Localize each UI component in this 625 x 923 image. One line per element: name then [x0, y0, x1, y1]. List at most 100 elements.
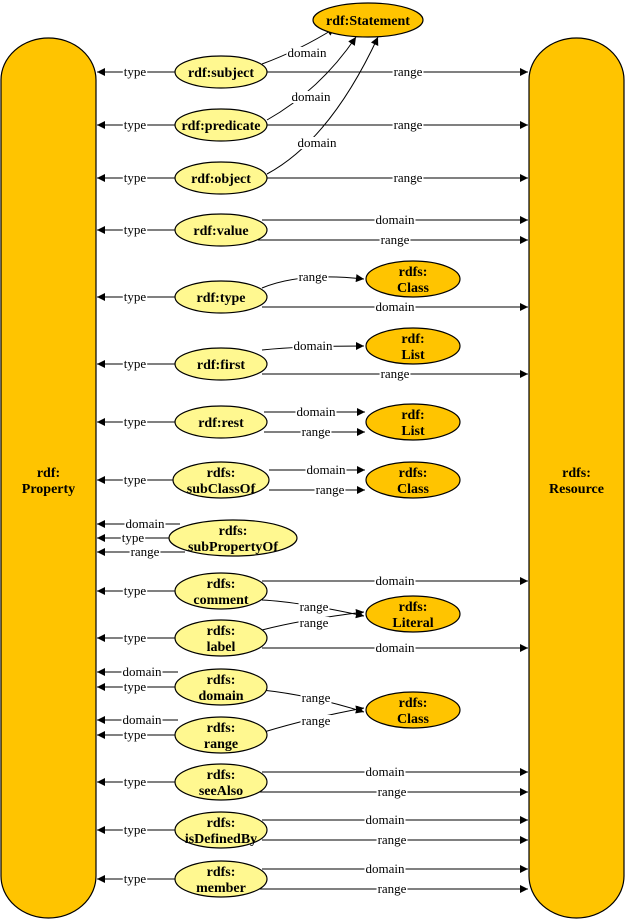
property-node-subject-text: rdf:subject [188, 66, 254, 81]
edge-label-value-domain-text: domain [376, 212, 415, 227]
property-node-subPropertyOf-text: rdfs: [219, 524, 248, 539]
edge-label-member-domain-text: domain [366, 861, 405, 876]
edge-label-range-range-text: range [302, 713, 331, 728]
property-node-predicate: rdf:predicate [174, 108, 268, 142]
property-node-first-shape [174, 347, 268, 381]
edge-label-comment-type: type [122, 583, 148, 598]
edge-label-member-range-text: range [378, 881, 407, 896]
edge-label-subject-type: type [122, 64, 148, 79]
class-node-literal-shape [365, 595, 461, 633]
property-node-object-shape [174, 161, 268, 195]
class-node-class3-shape [365, 691, 461, 729]
edge-label-domain-range-bg [300, 692, 332, 704]
edge-label-member-domain-bg [364, 863, 406, 875]
edge-label-comment-domain-text: domain [376, 573, 415, 588]
edge-label-member-range-bg [376, 883, 408, 895]
edge-label-subPropertyOf-range-text: range [131, 544, 160, 559]
resource-node-shape [528, 37, 625, 919]
property-node-text: Property [22, 482, 75, 497]
property-node-range: rdfs:range [174, 716, 268, 754]
property-node-value-shape [174, 213, 268, 247]
class-node-statement-shape [312, 2, 424, 38]
property-node-type-text: rdf:type [197, 291, 246, 306]
class-node-class3: rdfs:Class [365, 691, 461, 729]
edge-label-object-range-text: range [394, 170, 423, 185]
property-node-range-text: range [204, 737, 238, 752]
property-node-subClassOf-text: subClassOf [187, 482, 256, 497]
edge-label-subClassOf-range: range [314, 482, 346, 497]
property-node-subClassOf-text: rdfs: [207, 466, 236, 481]
edge-label-domain-domain-bg [121, 666, 163, 678]
edge-label-isDefinedBy-type-bg [122, 824, 148, 836]
edge-label-subject-type-text: type [124, 64, 147, 79]
edge-label-isDefinedBy-type-text: type [124, 822, 147, 837]
property-node-label-text: rdfs: [207, 624, 236, 639]
property-node-isDefinedBy-text: isDefinedBy [185, 832, 257, 847]
edge-label-subject-range: range [392, 64, 424, 79]
class-node-class2-shape [365, 461, 461, 499]
edge-label-member-type-bg [122, 873, 148, 885]
edge-label-predicate-range-text: range [394, 117, 423, 132]
property-node-value: rdf:value [174, 213, 268, 247]
edge-label-label-domain-text: domain [376, 640, 415, 655]
edge-label-value-type-bg [122, 224, 148, 236]
edge-label-subClassOf-domain: domain [305, 462, 347, 477]
edge-label-isDefinedBy-domain-bg [364, 814, 406, 826]
class-node-class1-shape [365, 260, 461, 298]
property-node-subject-shape [174, 55, 268, 89]
edge-label-subPropertyOf-range-bg [129, 546, 161, 558]
edge-label-first-type: type [122, 356, 148, 371]
property-node: rdf:Property [0, 37, 97, 919]
property-node-type-shape [174, 280, 268, 314]
edge-label-seeAlso-range-text: range [378, 784, 407, 799]
edge-label-object-type-bg [122, 172, 148, 184]
class-node-list1-text: rdf: [401, 332, 424, 347]
edge-label-domain-range: range [300, 690, 332, 705]
edge-label-subClassOf-domain-bg [305, 464, 347, 476]
property-node-isDefinedBy-shape [174, 811, 268, 849]
edge-label-seeAlso-type-bg [122, 776, 148, 788]
edge-label-rest-range: range [300, 424, 332, 439]
edge-label-domain-domain-text: domain [123, 664, 162, 679]
property-node-shape [0, 37, 97, 919]
edge-label-subClassOf-domain-text: domain [307, 462, 346, 477]
edge-label-seeAlso-range-bg [376, 786, 408, 798]
property-node-range-shape [174, 716, 268, 754]
property-node-domain-text: domain [198, 689, 243, 704]
edge-label-type-type-bg [122, 291, 148, 303]
edge-label-range-type-text: type [124, 727, 147, 742]
edge-label-range-domain-text: domain [123, 712, 162, 727]
property-node-domain-shape [174, 668, 268, 706]
edge-label-value-domain: domain [374, 212, 416, 227]
property-node-subPropertyOf-shape [168, 519, 298, 557]
edge-label-first-domain: domain [292, 338, 334, 353]
edge-label-isDefinedBy-domain: domain [364, 812, 406, 827]
edge-label-first-range-bg [379, 368, 411, 380]
edge-label-range-type-bg [122, 729, 148, 741]
property-node-comment: rdfs:comment [174, 572, 268, 610]
edge-label-subPropertyOf-domain: domain [124, 516, 166, 531]
edge-label-member-domain: domain [364, 861, 406, 876]
property-node-member: rdfs:member [174, 860, 268, 898]
edge-label-predicate-type: type [122, 117, 148, 132]
class-node-statement-text: rdf:Statement [326, 14, 410, 29]
class-node-class1: rdfs:Class [365, 260, 461, 298]
edge-label-rest-range-bg [300, 426, 332, 438]
edge-label-object-range: range [392, 170, 424, 185]
property-node-domain: rdfs:domain [174, 668, 268, 706]
resource-node: rdfs:Resource [528, 37, 625, 919]
edge-label-subPropertyOf-type-bg [120, 532, 146, 544]
edge-label-label-type-text: type [124, 630, 147, 645]
class-node-list1-shape [365, 327, 461, 365]
property-node-member-text: rdfs: [207, 865, 236, 880]
property-node-object: rdf:object [174, 161, 268, 195]
edge-label-type-domain: domain [374, 299, 416, 314]
edge-label-isDefinedBy-type: type [122, 822, 148, 837]
edge-label-first-range-text: range [381, 366, 410, 381]
property-node-predicate-text: rdf:predicate [181, 119, 260, 134]
property-node-comment-text: rdfs: [207, 577, 236, 592]
class-node-literal-text: Literal [392, 616, 433, 631]
edge-label-domain-type-text: type [124, 679, 147, 694]
edge-label-domain-type: type [122, 679, 148, 694]
